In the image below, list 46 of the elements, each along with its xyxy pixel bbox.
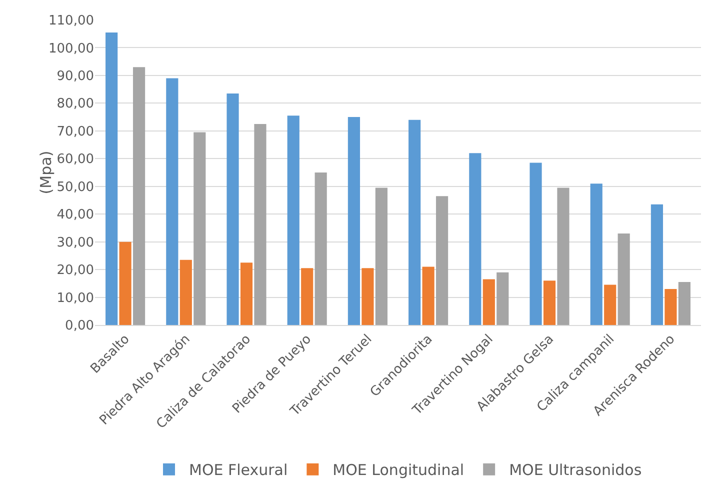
y-tick-label: 50,00	[56, 180, 94, 195]
bar	[422, 266, 434, 325]
bar	[408, 120, 421, 325]
y-tick-label: 30,00	[56, 235, 94, 250]
bar	[650, 204, 664, 325]
bar	[469, 153, 482, 325]
legend-label: MOE Flexural	[189, 461, 288, 480]
bar	[543, 280, 556, 325]
bar	[166, 78, 178, 325]
y-tick-label: 10,00	[56, 290, 94, 306]
bar	[194, 132, 206, 325]
bar	[106, 32, 118, 325]
y-tick-label: 90,00	[56, 69, 94, 84]
bar	[375, 188, 388, 325]
bar	[119, 242, 132, 325]
y-tick-label: 20,00	[56, 263, 94, 278]
bar	[664, 288, 677, 325]
y-axis-title: (Mpa)	[36, 150, 55, 194]
y-tick-label: 110,00	[48, 14, 94, 29]
bar	[254, 124, 266, 325]
bar	[287, 116, 300, 325]
bar	[436, 196, 448, 325]
bar	[226, 93, 239, 325]
legend-label: MOE Ultrasonidos	[509, 461, 642, 480]
y-tick-label: 80,00	[56, 96, 94, 112]
bar	[604, 284, 616, 325]
bar	[362, 268, 374, 325]
y-tick-label: 0,00	[65, 318, 94, 334]
bar	[180, 260, 192, 325]
bar	[132, 67, 146, 325]
y-tick-label: 70,00	[56, 124, 94, 140]
bar	[496, 272, 509, 325]
bar	[240, 262, 253, 325]
legend-label: MOE Longitudinal	[332, 461, 464, 480]
y-tick-label: 100,00	[48, 41, 94, 56]
bar	[348, 117, 360, 325]
y-tick-label: 60,00	[56, 152, 94, 168]
bar	[678, 282, 690, 325]
bar	[530, 162, 542, 325]
bar	[557, 188, 570, 325]
bar	[618, 234, 630, 325]
bar	[301, 268, 314, 325]
bar	[314, 172, 327, 325]
y-tick-label: 40,00	[56, 208, 94, 223]
bar	[482, 279, 495, 325]
bar	[590, 184, 602, 325]
